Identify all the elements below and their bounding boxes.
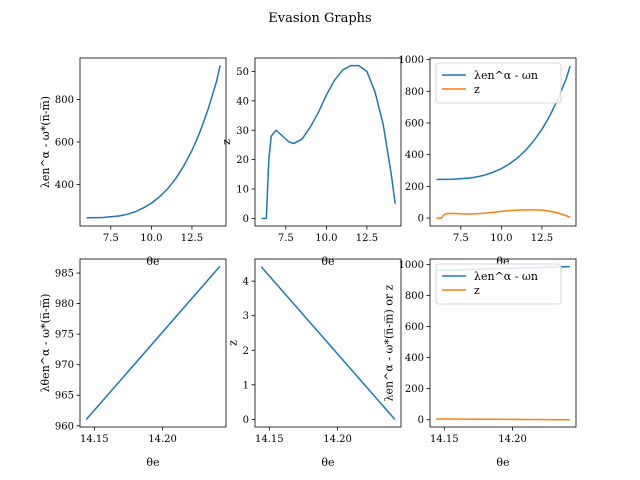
series-line-2 — [436, 209, 571, 219]
y-tick-label: 50 — [236, 67, 249, 78]
y-tick-label: 960 — [55, 421, 74, 432]
y-tick-label: 1000 — [399, 55, 424, 66]
subplot-p5: 14.15 14.20 0 1 2 3 4 θe z — [227, 258, 402, 469]
y-tick-label: 200 — [405, 384, 424, 395]
y-tick-label: 800 — [405, 291, 424, 302]
x-axis-label: θe — [146, 456, 159, 469]
y-tick-label: 1000 — [399, 260, 424, 271]
x-tick-label: 7.5 — [453, 233, 469, 244]
legend-label-2: z — [474, 83, 480, 96]
x-tick-label: 12.5 — [181, 233, 203, 244]
axes-frame — [254, 57, 402, 227]
y-tick-label: 1 — [243, 380, 249, 391]
series-line-1 — [86, 65, 221, 219]
x-tick-label: 7.5 — [103, 233, 119, 244]
x-tick-label: 14.15 — [255, 434, 284, 445]
x-tick-label: 12.5 — [531, 233, 553, 244]
y-tick-label: 800 — [405, 87, 424, 98]
y-tick-label: 0 — [243, 214, 249, 225]
x-axis-label: θe — [496, 456, 509, 469]
y-tick-label: 40 — [236, 96, 249, 107]
y-axis-label: λen^α - ω*(n̅-m̅) — [39, 96, 52, 188]
subplot-p1: 7.5 10.0 12.5 400 600 800 θe λen^α - ω*(n̅-m̅) — [39, 57, 227, 268]
subplot-p2: 7.5 10.0 12.5 0 10 20 30 40 50 θe z — [220, 57, 402, 268]
x-axis-label: θe — [321, 255, 334, 268]
y-axis-label: z — [227, 340, 240, 346]
x-tick-label: 12.5 — [356, 233, 378, 244]
x-axis-label: θe — [146, 255, 159, 268]
y-tick-label: 800 — [55, 95, 74, 106]
series-line-1 — [85, 265, 221, 421]
y-tick-label: 600 — [405, 322, 424, 333]
x-tick-label: 14.20 — [498, 434, 527, 445]
y-tick-label: 0 — [243, 415, 249, 426]
x-tick-label: 10.0 — [140, 233, 162, 244]
y-tick-label: 0 — [418, 214, 424, 225]
y-tick-label: 400 — [405, 353, 424, 364]
y-tick-label: 965 — [55, 391, 74, 402]
legend-label-1: λen^α - ωn — [474, 270, 538, 283]
axes-frame — [79, 258, 227, 428]
y-tick-label: 400 — [405, 150, 424, 161]
series-line-1 — [260, 266, 396, 420]
y-tick-label: 4 — [243, 277, 249, 288]
x-axis-label: θe — [321, 456, 334, 469]
x-tick-label: 14.20 — [323, 434, 352, 445]
y-tick-label: 0 — [418, 415, 424, 426]
legend-label-1: λen^α - ωn — [474, 69, 538, 82]
legend-box — [435, 263, 562, 305]
x-tick-label: 14.15 — [430, 434, 459, 445]
y-axis-label: λen^α - ω*(n̅-m̅) or z — [382, 284, 395, 401]
y-axis-label: z — [220, 139, 233, 145]
y-tick-label: 2 — [243, 346, 249, 357]
y-tick-label: 980 — [55, 299, 74, 310]
axes-frame — [254, 258, 402, 428]
subplot-p6: 14.15 14.20 0 200 400 600 800 1000 θe λen^α - ω*(… — [382, 258, 577, 469]
x-tick-label: 14.15 — [80, 434, 109, 445]
x-tick-label: 10.0 — [490, 233, 512, 244]
y-tick-label: 400 — [55, 180, 74, 191]
y-tick-label: 20 — [236, 155, 249, 166]
x-tick-label: 7.5 — [278, 233, 294, 244]
subplot-p4: 14.15 14.20 960 965 970 975 980 985 θe λθen^α - ω… — [39, 258, 227, 469]
y-tick-label: 600 — [55, 138, 74, 149]
axes-frame — [429, 57, 577, 227]
axes-frame — [429, 258, 577, 428]
figure-title: Evasion Graphs — [268, 11, 371, 26]
y-tick-label: 975 — [55, 330, 74, 341]
y-tick-label: 200 — [405, 182, 424, 193]
series-line-1 — [436, 65, 571, 181]
x-tick-label: 10.0 — [315, 233, 337, 244]
y-tick-label: 970 — [55, 360, 74, 371]
y-tick-label: 3 — [243, 311, 249, 322]
y-axis-label: λθen^α - ω*(n̅-m̅) — [39, 294, 52, 393]
axes-frame — [79, 57, 227, 227]
y-tick-label: 600 — [405, 118, 424, 129]
legend-box — [435, 62, 562, 104]
x-tick-label: 14.20 — [148, 434, 177, 445]
y-tick-label: 30 — [236, 126, 249, 137]
y-tick-label: 10 — [236, 184, 249, 195]
series-line-2 — [436, 418, 570, 421]
legend-label-2: z — [474, 284, 480, 297]
y-tick-label: 985 — [55, 269, 74, 280]
series-line-1 — [261, 64, 396, 220]
